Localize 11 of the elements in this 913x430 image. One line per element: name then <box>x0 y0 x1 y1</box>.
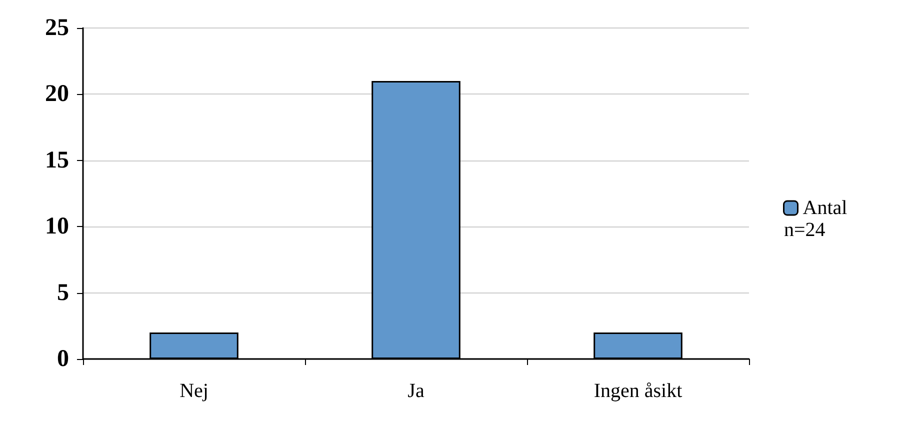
y-tick-label: 10 <box>45 214 69 240</box>
y-tick-label: 5 <box>57 280 69 306</box>
legend-label: Antal <box>802 197 848 219</box>
y-tick-label: 15 <box>45 147 69 174</box>
x-tick-label: Ja <box>408 380 424 402</box>
x-tick-label: Nej <box>180 380 208 402</box>
y-tick-label: 20 <box>45 81 69 108</box>
y-tick-label: 25 <box>45 15 69 41</box>
x-tick-label: Ingen åsikt <box>594 380 683 402</box>
text: n=24 <box>784 219 826 241</box>
y-tick-label: 0 <box>57 346 69 372</box>
